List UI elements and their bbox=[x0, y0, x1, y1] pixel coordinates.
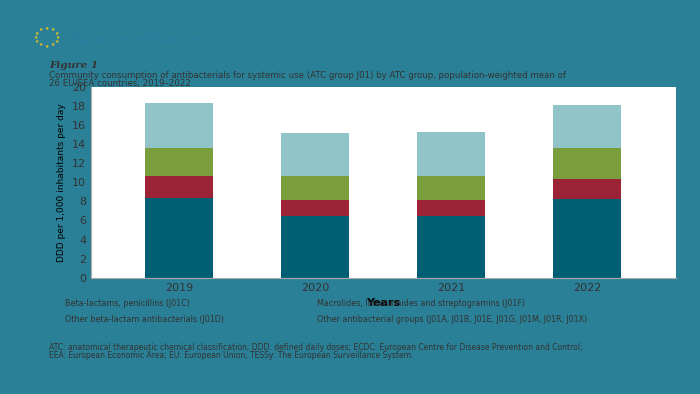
Text: ★: ★ bbox=[45, 26, 49, 31]
Text: EEA: European Economic Area; EU: European Union, TESSy: The European Surveillanc: EEA: European Economic Area; EU: Europea… bbox=[49, 351, 414, 361]
Bar bbox=[553, 105, 621, 148]
Text: Beta-lactams, penicillins (J01C): Beta-lactams, penicillins (J01C) bbox=[65, 299, 190, 308]
Text: ★: ★ bbox=[39, 28, 43, 32]
Bar bbox=[553, 148, 621, 179]
Bar bbox=[281, 134, 349, 177]
Text: ★: ★ bbox=[50, 43, 55, 47]
Text: Community consumption of antibacterials for systemic use (ATC group J01) by ATC : Community consumption of antibacterials … bbox=[49, 71, 566, 80]
Text: 26 EU/EEA countries, 2019–2022: 26 EU/EEA countries, 2019–2022 bbox=[49, 79, 191, 88]
Text: Other antibacterial groups (J01A, J01B, J01E, J01G, J01M, J01R, J01X): Other antibacterial groups (J01A, J01B, … bbox=[317, 315, 587, 324]
Text: ★: ★ bbox=[39, 43, 43, 47]
Bar bbox=[146, 103, 214, 148]
Bar bbox=[281, 216, 349, 278]
Bar bbox=[417, 216, 485, 278]
Text: ★: ★ bbox=[34, 35, 38, 40]
Text: Other beta-lactam antibacterials (J01D): Other beta-lactam antibacterials (J01D) bbox=[65, 315, 224, 324]
Text: ★: ★ bbox=[45, 44, 49, 48]
Bar bbox=[417, 132, 485, 177]
Bar bbox=[146, 148, 214, 177]
Text: Macrolides, lincosamides and streptogramins (J01F): Macrolides, lincosamides and streptogram… bbox=[317, 299, 525, 308]
Bar bbox=[281, 201, 349, 216]
Text: ★: ★ bbox=[35, 31, 39, 35]
Y-axis label: DDD per 1,000 inhabitants per day: DDD per 1,000 inhabitants per day bbox=[57, 103, 66, 262]
Bar bbox=[146, 199, 214, 278]
Text: ★: ★ bbox=[35, 39, 39, 44]
Text: Figure 1: Figure 1 bbox=[49, 61, 98, 70]
Text: ★: ★ bbox=[55, 39, 59, 44]
Bar bbox=[417, 201, 485, 216]
Bar bbox=[146, 177, 214, 199]
X-axis label: Years: Years bbox=[366, 298, 400, 308]
Text: ★: ★ bbox=[50, 28, 55, 32]
Text: ★: ★ bbox=[56, 35, 60, 40]
Text: ★: ★ bbox=[55, 31, 59, 35]
Bar bbox=[417, 177, 485, 201]
Bar bbox=[553, 199, 621, 278]
Text: Eurosurveillance: Eurosurveillance bbox=[70, 33, 200, 48]
Bar bbox=[281, 177, 349, 201]
Text: ATC: anatomical therapeutic chemical classification; DDD: defined daily doses; E: ATC: anatomical therapeutic chemical cla… bbox=[49, 343, 582, 352]
Bar bbox=[553, 179, 621, 199]
